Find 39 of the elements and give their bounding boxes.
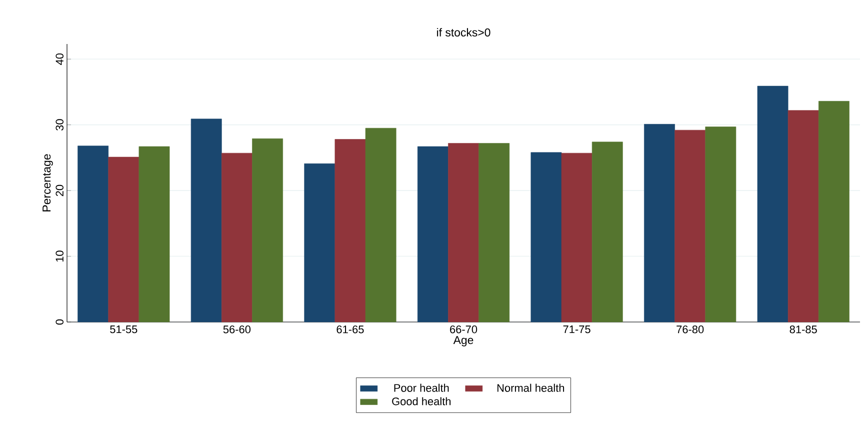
x-tick-label: 51-55 [110, 326, 138, 334]
y-tick-label: 10 [56, 250, 64, 262]
y-axis-title: Percentage [42, 154, 53, 212]
x-tick-label: 56-60 [223, 326, 251, 334]
legend-label: Good health [392, 397, 451, 406]
y-tick-label: 0 [56, 319, 64, 325]
bar [530, 152, 562, 322]
bar [304, 163, 336, 322]
x-tick-label: 76-80 [676, 326, 704, 334]
bar [478, 143, 510, 322]
y-tick-label: 40 [56, 53, 64, 65]
bar [757, 86, 788, 322]
bar [788, 110, 819, 322]
y-tick-label: 20 [56, 184, 64, 196]
bar [252, 138, 283, 322]
legend-label: Normal health [497, 384, 564, 392]
bar [190, 118, 222, 322]
bar [334, 139, 366, 322]
bar [365, 128, 396, 322]
x-tick-label: 81-85 [790, 326, 817, 334]
bar [448, 143, 479, 322]
bar [221, 152, 252, 322]
y-tick-label: 30 [56, 119, 64, 130]
bar [818, 101, 850, 322]
x-tick-label: 71-75 [563, 326, 590, 334]
bar [705, 126, 736, 322]
bar [108, 156, 140, 322]
bar [78, 146, 109, 322]
bar [592, 142, 623, 322]
chart-title: if stocks>0 [437, 28, 490, 36]
x-tick-label: 61-65 [336, 326, 364, 334]
bar [561, 152, 592, 322]
bar [138, 146, 170, 322]
legend-label: Poor health [394, 384, 449, 392]
bar [674, 130, 706, 322]
bar [644, 124, 675, 322]
bar [417, 146, 448, 322]
x-tick-label: 66-70 [450, 326, 478, 334]
x-axis-title: Age [453, 336, 474, 346]
